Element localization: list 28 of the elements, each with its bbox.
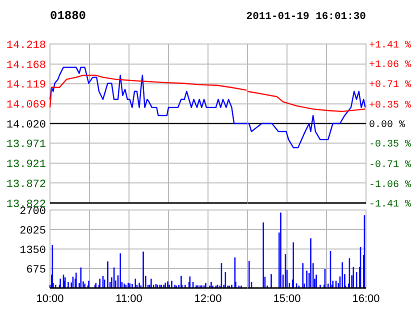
- text: +0.71 %: [369, 80, 412, 91]
- y-tick-label: 14.168: [6, 60, 46, 72]
- x-tick-label: 16:00: [352, 293, 380, 305]
- y-tick-label: 675: [26, 264, 46, 276]
- text: -1.41 %: [369, 200, 412, 210]
- x-tick-label: 11:00: [116, 293, 142, 305]
- chart-title: 01880: [50, 9, 86, 23]
- y-tick-label: 2025: [20, 225, 46, 238]
- y-tick-label: 14.020: [6, 119, 46, 132]
- y-tick-label: 14.119: [6, 80, 46, 92]
- text: +1.06 %: [369, 60, 412, 72]
- y-tick-label: 14.069: [6, 100, 46, 112]
- x-tick-label: 10:00: [36, 293, 64, 305]
- text: -0.35 %: [369, 140, 412, 151]
- y-tick-label: 13.921: [6, 159, 46, 172]
- text: +0.35 %: [369, 100, 412, 112]
- chart-title: 2011-01-19 16:01:30: [246, 11, 366, 23]
- y-tick-label: 14.218: [6, 40, 46, 52]
- text: +1.41 %: [369, 40, 412, 52]
- text: -1.06 %: [369, 180, 412, 191]
- text: -0.71 %: [369, 160, 412, 172]
- text: 0.00 %: [369, 120, 406, 131]
- x-tick-label: 15:00: [273, 293, 301, 305]
- y-tick-label: 13.872: [6, 178, 46, 191]
- y-tick-label: 2700: [20, 206, 46, 218]
- y-tick-label: 13.971: [6, 139, 46, 152]
- y-tick-label: 1350: [20, 244, 46, 257]
- x-tick-label: 12:00: [194, 293, 222, 305]
